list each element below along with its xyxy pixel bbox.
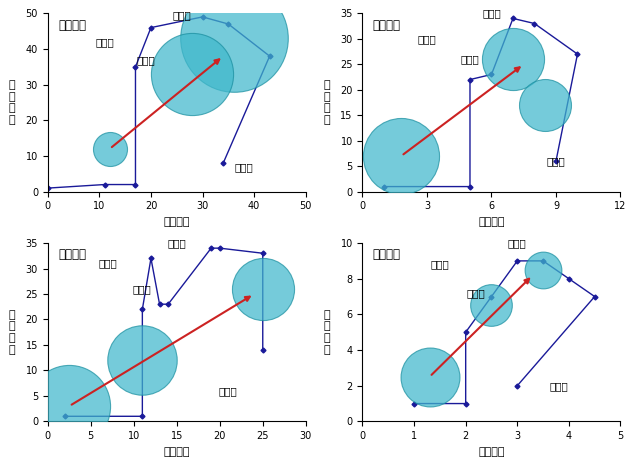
Text: 발전기: 발전기 xyxy=(549,381,568,391)
Text: 퇴조기: 퇴조기 xyxy=(418,34,436,44)
Point xyxy=(424,373,434,380)
Y-axis label: 특
허
건
수: 특 허 건 수 xyxy=(323,80,330,125)
Text: 부활기: 부활기 xyxy=(137,55,155,65)
Text: 성숙기: 성숙기 xyxy=(173,10,191,20)
Point xyxy=(540,101,551,109)
Text: 유럽특허: 유럽특허 xyxy=(373,248,401,261)
X-axis label: 출원인수: 출원인수 xyxy=(478,447,505,457)
Point xyxy=(396,152,406,159)
Point xyxy=(64,402,74,410)
Text: 한국특허: 한국특허 xyxy=(58,19,86,32)
X-axis label: 출원인수: 출원인수 xyxy=(163,217,190,227)
Text: 성숙기: 성숙기 xyxy=(168,238,186,248)
Text: 부활기: 부활기 xyxy=(467,288,485,298)
Text: 퇴조기: 퇴조기 xyxy=(431,259,449,269)
Y-axis label: 특
허
건
수: 특 허 건 수 xyxy=(323,310,330,355)
Point xyxy=(486,302,497,309)
Point xyxy=(508,55,518,63)
Y-axis label: 특
허
건
수: 특 허 건 수 xyxy=(8,310,15,355)
Text: 발전기: 발전기 xyxy=(219,386,237,396)
Text: 성숙기: 성숙기 xyxy=(508,238,526,248)
Text: 부활기: 부활기 xyxy=(460,54,479,64)
Text: 발전기: 발전기 xyxy=(547,156,565,166)
X-axis label: 출원인수: 출원인수 xyxy=(163,447,190,457)
Point xyxy=(229,34,239,42)
Text: 일본특허: 일본특허 xyxy=(58,248,86,261)
Text: 퇴조기: 퇴조기 xyxy=(98,259,117,268)
Text: 성숙기: 성숙기 xyxy=(482,8,501,18)
Point xyxy=(187,70,197,78)
Text: 미국특허: 미국특허 xyxy=(373,19,401,32)
Point xyxy=(538,266,548,273)
Point xyxy=(137,357,147,364)
Y-axis label: 특
허
건
수: 특 허 건 수 xyxy=(8,80,15,125)
Text: 발전기: 발전기 xyxy=(234,162,253,172)
Text: 부활기: 부활기 xyxy=(133,284,152,294)
Point xyxy=(258,285,268,292)
Text: 퇴조기: 퇴조기 xyxy=(95,37,114,47)
X-axis label: 출원인수: 출원인수 xyxy=(478,217,505,227)
Point xyxy=(105,145,115,153)
